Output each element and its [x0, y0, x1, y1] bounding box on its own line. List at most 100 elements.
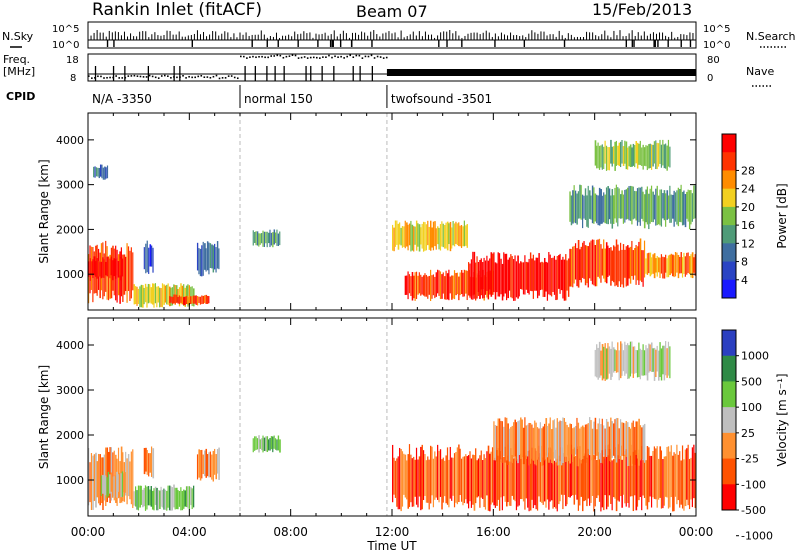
cpid-segment-label: normal 150 [244, 92, 313, 106]
colorbar-tick-label: -1000 [741, 530, 773, 543]
echo-cell [632, 143, 635, 166]
echo-cell [277, 435, 280, 451]
echo-cell [413, 226, 415, 252]
echo-cell [673, 190, 675, 227]
echo-cell [552, 257, 554, 293]
echo-cell [183, 284, 185, 306]
freq-dot [602, 73, 605, 75]
echo-cell [615, 350, 617, 373]
echo-cell [201, 245, 203, 277]
echo-cell [683, 459, 685, 511]
echo-cell [276, 439, 278, 451]
echo-cell [262, 435, 264, 453]
echo-cell [520, 261, 522, 289]
power-colorbar: 4 8 12 16 20 24 28 Power [dB] [721, 133, 789, 299]
echo-cell [418, 224, 421, 252]
echo-cell [625, 344, 627, 374]
freq-dot [417, 72, 419, 74]
echo-cell [451, 227, 453, 249]
echo-cell [617, 444, 619, 501]
freq-dot [605, 74, 608, 76]
echo-cell [638, 241, 640, 285]
echo-cell [615, 417, 618, 463]
echo-cell [498, 418, 501, 462]
echo-cell [198, 296, 200, 303]
echo-cell [586, 195, 588, 227]
echo-cell [413, 456, 415, 507]
echo-cell [687, 444, 689, 506]
echo-cell [401, 451, 404, 507]
echo-cell [629, 428, 632, 456]
echo-cell [406, 275, 408, 295]
echo-cell [154, 283, 157, 304]
echo-cell [667, 255, 670, 278]
echo-cell [149, 244, 152, 267]
echo-cell [622, 244, 625, 288]
echo-cell [605, 419, 608, 457]
echo-cell [629, 144, 632, 168]
echo-cell [452, 275, 454, 299]
echo-cell [191, 286, 193, 307]
freq-dot [328, 54, 330, 57]
echo-cell [95, 452, 97, 508]
echo-cell [459, 225, 461, 247]
echo-cell [420, 274, 422, 296]
freq-dot [291, 54, 294, 57]
echo-cell [161, 283, 164, 308]
echo-cell [116, 257, 118, 276]
echo-cell [113, 258, 116, 277]
echo-cell [529, 252, 532, 291]
freq-dot [197, 75, 200, 78]
freq-dot [288, 55, 291, 57]
echo-cell [177, 289, 179, 304]
freq-dot [408, 72, 410, 75]
echo-cell [417, 223, 419, 247]
echo-cell [625, 141, 628, 170]
echo-cell [610, 195, 612, 224]
freq-dot [382, 57, 385, 59]
echo-cell [176, 487, 178, 510]
echo-cell [180, 283, 182, 304]
echo-cell [449, 221, 452, 252]
colorbar-tick-label: -500 [741, 504, 766, 517]
colorbar-label: Velocity [m s⁻¹] [775, 373, 789, 466]
echo-cell [650, 257, 653, 275]
echo-cell [276, 229, 278, 246]
echo-cell [649, 252, 652, 277]
echo-cell [524, 255, 526, 295]
echo-cell [570, 248, 572, 287]
echo-cell [279, 439, 281, 453]
echo-cell [510, 254, 512, 298]
freq-dot [300, 56, 303, 59]
echo-cell [627, 187, 629, 219]
echo-cell [610, 139, 612, 164]
echo-cell [174, 294, 176, 304]
echo-cell [691, 252, 694, 279]
freq-dot [687, 71, 690, 74]
echo-cell [677, 254, 680, 279]
echo-cell [694, 254, 696, 276]
echo-cell [694, 185, 697, 219]
echo-cell [611, 341, 613, 377]
echo-cell [629, 185, 632, 221]
echo-cell [639, 187, 641, 226]
echo-cell [466, 270, 468, 301]
echo-cell [206, 454, 209, 477]
freq-dot [88, 75, 90, 77]
echo-cell [212, 450, 214, 482]
echo-cell [190, 296, 192, 305]
echo-cell [262, 230, 264, 247]
freq-dot [487, 71, 489, 74]
echo-cell [573, 185, 575, 223]
echo-cell [177, 296, 179, 304]
echo-cell [653, 194, 655, 220]
echo-cell [587, 423, 589, 455]
echo-cell [428, 226, 431, 250]
echo-cell [605, 445, 608, 510]
echo-cell [525, 455, 528, 499]
echo-cell [631, 147, 633, 167]
echo-cell [690, 254, 692, 278]
echo-cell [521, 419, 523, 458]
echo-cell [594, 245, 596, 287]
cpid-segment-label: N/A -3350 [92, 92, 152, 106]
